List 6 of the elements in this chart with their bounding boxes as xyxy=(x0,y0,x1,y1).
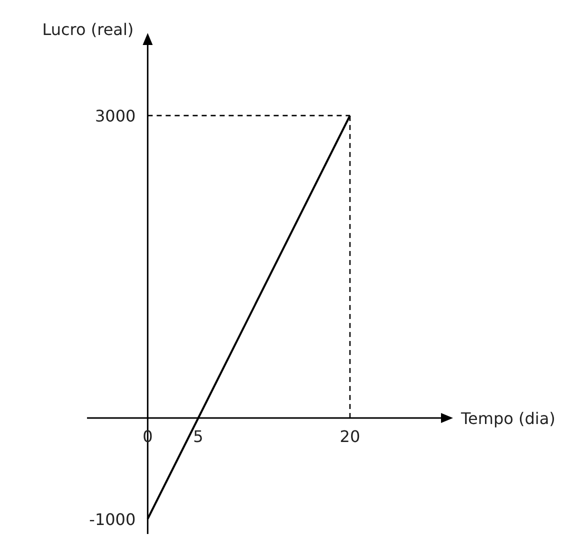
x-tick-label: 5 xyxy=(193,427,204,446)
y-axis-title: Lucro (real) xyxy=(42,20,134,39)
y-tick-label: -1000 xyxy=(89,510,136,529)
x-axis-title: Tempo (dia) xyxy=(460,409,556,428)
x-tick-label: 20 xyxy=(340,427,360,446)
y-tick-label: 3000 xyxy=(94,106,136,126)
